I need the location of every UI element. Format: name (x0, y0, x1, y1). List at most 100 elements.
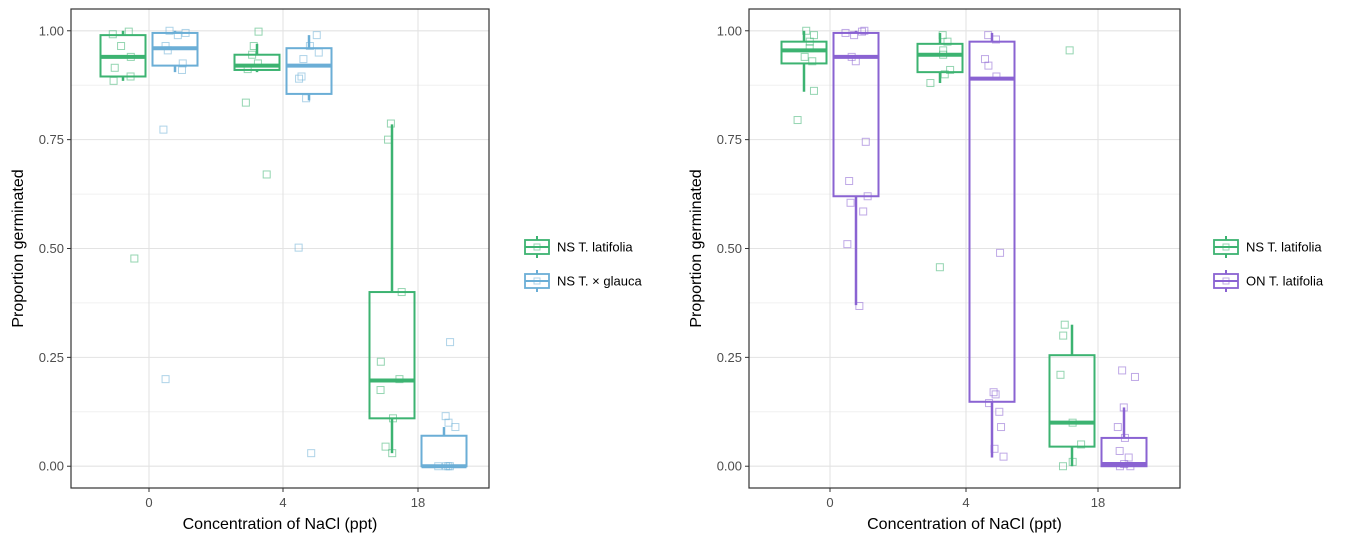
y-tick-label: 1.00 (39, 23, 64, 38)
data-point (124, 27, 133, 36)
box (233, 53, 281, 71)
legend: NS T. latifolia NS T. × glauca (524, 236, 642, 292)
data-point (177, 65, 186, 74)
y-tick-label: 0.00 (717, 459, 742, 474)
data-point (1060, 320, 1069, 329)
data-point (943, 37, 952, 46)
legend-key (524, 270, 550, 292)
y-axis-title: Proportion germinated (688, 169, 705, 327)
data-point (860, 26, 869, 35)
data-point (1077, 440, 1086, 449)
data-point (809, 86, 818, 95)
box (832, 31, 880, 198)
legend-label: NS T. × glauca (557, 274, 642, 289)
plot-area (71, 9, 489, 488)
data-point (850, 31, 859, 40)
data-point (946, 65, 955, 74)
data-point (996, 248, 1005, 257)
data-point (1058, 462, 1067, 471)
data-point (159, 125, 168, 134)
legend-point (533, 277, 541, 285)
x-tick-label: 4 (962, 495, 969, 510)
data-point (376, 386, 385, 395)
data-point (857, 27, 866, 36)
data-point (446, 338, 455, 347)
legend: NS T. latifolia ON T. latifolia (1213, 236, 1324, 292)
y-axis-title: Proportion germinated (10, 169, 27, 327)
x-axis-title: Concentration of NaCl (ppt) (867, 516, 1062, 533)
legend-label: NS T. latifolia (557, 240, 633, 255)
legend-point (1222, 277, 1230, 285)
legend-key (524, 236, 550, 258)
series-2 (832, 26, 1148, 471)
plot-area (749, 9, 1180, 488)
data-point (940, 70, 949, 79)
legend-key (1213, 236, 1239, 258)
box (916, 42, 964, 74)
box (968, 40, 1016, 403)
data-point (846, 198, 855, 207)
data-point (1059, 331, 1068, 340)
y-tick-label: 0.75 (39, 132, 64, 147)
series-2 (151, 26, 468, 471)
data-point (809, 31, 818, 40)
data-point (800, 52, 809, 61)
legend-key (1213, 270, 1239, 292)
box (1048, 354, 1096, 448)
series-1 (780, 26, 1096, 471)
data-point (1124, 453, 1133, 462)
data-point (376, 357, 385, 366)
x-tick-label: 4 (279, 495, 286, 510)
legend-label: ON T. latifolia (1246, 274, 1324, 289)
data-point (1130, 372, 1139, 381)
box (780, 40, 828, 65)
box (285, 47, 333, 95)
data-point (861, 137, 870, 146)
data-point (173, 31, 182, 40)
data-point (241, 98, 250, 107)
data-point (110, 63, 119, 72)
data-point (1056, 370, 1065, 379)
y-tick-label: 0.50 (717, 241, 742, 256)
box (1100, 436, 1148, 468)
data-point (843, 240, 852, 249)
legend-point (1222, 243, 1230, 251)
x-tick-label: 18 (1091, 495, 1105, 510)
data-point (1065, 46, 1074, 55)
data-point (117, 42, 126, 51)
data-point (297, 72, 306, 81)
data-point (793, 116, 802, 125)
data-point (441, 412, 450, 421)
data-point (1113, 423, 1122, 432)
data-point (980, 55, 989, 64)
data-point (161, 375, 170, 384)
data-point (935, 263, 944, 272)
data-point (381, 442, 390, 451)
x-tick-label: 18 (411, 495, 425, 510)
x-axis-title: Concentration of NaCl (ppt) (183, 516, 378, 533)
data-point (165, 26, 174, 35)
data-point (109, 76, 118, 85)
data-point (299, 55, 308, 64)
data-point (254, 27, 263, 36)
y-tick-label: 0.25 (39, 350, 64, 365)
chart-panel-2: 0.00 0.25 0.50 0.75 1.00 0 4 18 Concentration of… (688, 8, 1324, 533)
data-point (859, 207, 868, 216)
y-tick-label: 0.50 (39, 241, 64, 256)
data-point (130, 254, 139, 263)
x-tick-label: 0 (145, 495, 152, 510)
data-point (995, 407, 1004, 416)
box (368, 291, 416, 420)
y-tick-label: 1.00 (717, 23, 742, 38)
data-point (845, 177, 854, 186)
chart-panel-1: 0.00 0.25 0.50 0.75 1.00 0 4 18 Concentration of… (10, 8, 642, 533)
data-point (984, 61, 993, 70)
data-point (294, 243, 303, 252)
x-tick-label: 0 (826, 495, 833, 510)
data-point (926, 79, 935, 88)
data-point (984, 31, 993, 40)
data-point (808, 57, 817, 66)
legend-label: NS T. latifolia (1246, 240, 1322, 255)
data-point (855, 301, 864, 310)
